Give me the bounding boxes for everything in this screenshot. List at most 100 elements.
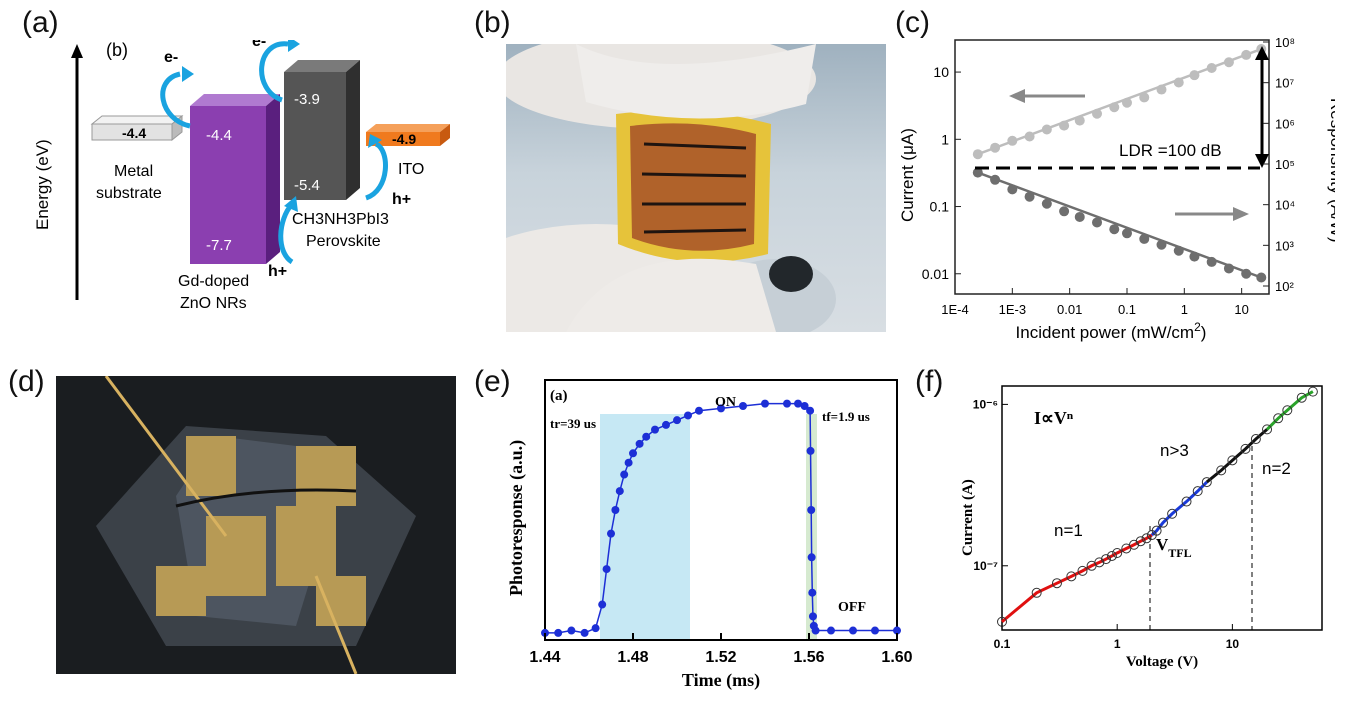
chart-e-point	[739, 402, 747, 410]
chart-e-inner-label: (a)	[550, 388, 568, 404]
hole-arrowhead-2	[284, 196, 298, 212]
chart-c-right-tick-label: 10⁵	[1275, 157, 1295, 172]
chart-e-point	[620, 470, 629, 479]
chart-f-point	[1031, 587, 1042, 598]
chart-c-xtick-label: 0.01	[1057, 302, 1082, 317]
zno-name-2: ZnO NRs	[180, 295, 247, 312]
electron-transfer-arrow-1	[160, 71, 191, 129]
chart-c-point	[1109, 224, 1120, 235]
chart-c-xtick-label: 0.1	[1118, 302, 1136, 317]
chart-e-point	[807, 553, 816, 562]
chart-f-point	[1296, 392, 1307, 403]
chart-f-point	[1094, 557, 1105, 568]
chart-c-point	[1007, 135, 1018, 146]
zno-band-block	[190, 94, 280, 264]
chart-c-point	[1059, 120, 1070, 131]
chart-c-point	[990, 174, 1001, 185]
flexible-device-photo	[506, 44, 886, 332]
panel-label-b: (b)	[474, 6, 511, 39]
chart-c-point	[1206, 62, 1217, 73]
chart-f-n3: n>3	[1160, 441, 1189, 460]
metal-level-value: -4.4	[122, 125, 146, 141]
electron-arrowhead-2	[288, 40, 300, 52]
panel-label-e: (e)	[474, 365, 511, 398]
hole-arrowhead-1	[368, 134, 382, 148]
chart-c-xtick-label: 10	[1234, 302, 1248, 317]
chart-e: 1.44 1.48 1.52 1.56 1.60 (a) ON OFF tr=39 us…	[506, 379, 913, 691]
chart-c-point	[1139, 233, 1150, 244]
chart-f-point	[1112, 547, 1123, 558]
chart-c-point	[1074, 211, 1085, 222]
chart-c-xtick-label: 1E-4	[941, 302, 968, 317]
chart-e-point	[800, 402, 809, 410]
chart-e-point	[783, 399, 791, 408]
chart-c-point	[1024, 131, 1035, 142]
chart-c-xtick-label: 1E-3	[999, 302, 1026, 317]
chart-e-point	[591, 624, 600, 633]
chart-c-point	[1109, 102, 1120, 113]
hole-transfer-arrow-1	[364, 141, 388, 201]
chart-c-fit-line-1	[977, 171, 1262, 279]
chart-e-point	[808, 612, 817, 621]
chart-f-point	[1240, 443, 1251, 454]
hole-symbol-1: h+	[392, 191, 411, 208]
ito-level-value: -4.9	[392, 131, 416, 147]
rise-time-highlight	[600, 414, 690, 640]
chart-e-point	[806, 446, 815, 455]
perov-name-1: CH3NH3PbI3	[292, 211, 389, 228]
ito-name: ITO	[398, 161, 424, 178]
chart-c: LDR =100 dB 1E-4 1E-3 0.01 0.1 1 10 0.01 0.1 1 10…	[898, 35, 1335, 342]
panel-label-d: (d)	[8, 365, 45, 398]
chart-e-point	[602, 565, 611, 574]
chart-f-ylabel: Current (A)	[960, 479, 976, 556]
chart-f-n2: n=2	[1262, 459, 1291, 478]
chart-e-point	[849, 626, 857, 635]
chart-c-point	[1041, 124, 1052, 135]
chart-c-ytick-label: 10	[933, 64, 949, 80]
chart-e-point	[611, 506, 620, 514]
chart-f-point	[1250, 434, 1261, 445]
chart-c-right-tick-label: 10⁶	[1275, 116, 1295, 131]
chart-f-point	[1192, 486, 1203, 497]
chart-e-point	[567, 626, 576, 635]
chart-f-point	[1273, 413, 1284, 424]
chart-c-point	[1059, 206, 1070, 217]
chart-e-on-label: ON	[715, 395, 736, 410]
chart-e-point	[806, 406, 815, 415]
perov-top-value: -3.9	[294, 91, 320, 108]
chart-c-point	[1041, 198, 1052, 209]
inner-label-b: (b)	[106, 40, 128, 60]
hole-transfer-arrow-2	[278, 202, 294, 265]
chart-f-point	[1181, 496, 1192, 507]
microscope-device-photo	[56, 376, 456, 674]
chart-e-point	[807, 506, 816, 514]
chart-c-point	[1241, 49, 1252, 60]
chart-e-point	[607, 529, 615, 538]
electron-arrowhead-1	[182, 66, 194, 82]
chart-c-point	[1256, 272, 1267, 283]
chart-c-point	[1206, 256, 1217, 267]
chart-e-point	[651, 425, 659, 434]
metal-name-1: Metal	[114, 163, 153, 180]
chart-e-rise-label: tr=39 us	[550, 416, 596, 431]
chart-f-xtick-label: 1	[1114, 637, 1121, 651]
perov-bottom-value: -5.4	[294, 177, 320, 194]
chart-e-point	[541, 628, 549, 637]
chart-e-point	[761, 399, 769, 408]
chart-e-series-line	[545, 402, 897, 634]
metal-name-2: substrate	[96, 185, 162, 202]
chart-c-fit-line-0	[977, 47, 1262, 156]
chart-e-point	[695, 406, 703, 415]
chart-f-point	[1066, 571, 1077, 582]
chart-f-title: I∝Vⁿ	[1034, 408, 1074, 428]
chart-c-point	[1156, 239, 1167, 250]
chart-e-point	[811, 626, 820, 635]
chart-e-xtick-label: 1.44	[529, 649, 560, 666]
chart-e-point	[580, 628, 589, 637]
energy-axis-label: Energy (eV)	[33, 139, 52, 230]
chart-f-xlabel: Voltage (V)	[1126, 654, 1198, 670]
hole-symbol-2: h+	[268, 263, 287, 280]
ldr-annotation: LDR =100 dB	[1119, 141, 1222, 160]
chart-c-plot-frame	[954, 39, 1270, 295]
chart-f-point	[1201, 477, 1212, 488]
